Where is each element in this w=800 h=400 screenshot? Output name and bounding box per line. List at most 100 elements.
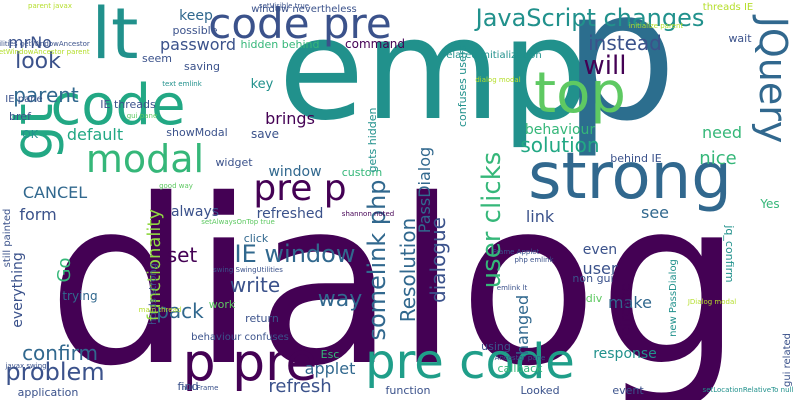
word: showModal [166, 126, 227, 139]
word: bref [9, 110, 32, 123]
word: key [251, 77, 274, 92]
word: return [245, 312, 279, 325]
word: Yes [759, 197, 779, 211]
word: Ancestor pane [495, 354, 546, 362]
word: see [641, 203, 669, 222]
word: trying [62, 289, 97, 303]
word: save [251, 127, 279, 141]
word: dialog modal [475, 76, 520, 84]
word: will [584, 51, 627, 81]
word: look [15, 49, 61, 74]
word: still painted [2, 209, 13, 268]
word: callback [497, 362, 543, 375]
word: related initialization [442, 50, 541, 61]
word: using [481, 340, 511, 353]
word: null Frame [182, 384, 219, 392]
word: keep [179, 8, 213, 24]
word: mrNo [8, 33, 52, 52]
word: click [244, 232, 269, 245]
word: JQuery [751, 15, 795, 144]
word: somelink php [363, 179, 391, 340]
word: hanged [513, 295, 532, 355]
word: form [19, 205, 56, 224]
word: parent [13, 83, 79, 107]
word: everything [10, 252, 26, 328]
word: IE window [235, 240, 356, 268]
word: window [268, 164, 321, 180]
word: div [586, 292, 603, 305]
word: event [612, 384, 644, 397]
word: brings [265, 109, 315, 128]
word: way [318, 287, 363, 312]
word: new PassDialog [668, 259, 679, 337]
word: password [160, 35, 236, 54]
word: default [67, 125, 123, 144]
word: p [563, 0, 677, 161]
word: modal [86, 137, 204, 181]
word: instead [588, 31, 662, 55]
word: Esc [321, 348, 340, 361]
word: response [593, 346, 657, 362]
word: need [702, 123, 742, 142]
word: user clicks [477, 152, 507, 289]
word: Resolution [396, 218, 420, 323]
word: confuses users [456, 45, 469, 127]
word: Frame Applet [493, 248, 540, 256]
word: good way [159, 182, 193, 190]
word: getWindowAncestor parent [0, 48, 90, 56]
word: applet [305, 359, 356, 378]
word: lt [92, 0, 139, 75]
word: pack [156, 299, 204, 323]
word: behaviour confuses [191, 332, 289, 343]
word: OK [22, 128, 39, 141]
word: setVisible true [259, 2, 309, 10]
word: gets hidden [366, 107, 379, 172]
word: PassDialog [415, 147, 434, 233]
word: set [167, 243, 198, 267]
word: JDialog modal [687, 298, 736, 306]
word: CANCEL [23, 183, 87, 202]
word: seem [142, 52, 172, 65]
word: Go [54, 258, 75, 283]
word: holds strong [148, 263, 159, 325]
word: gt [1, 103, 66, 161]
word: refreshe [618, 283, 634, 341]
word: hidden behind [241, 38, 320, 51]
word: gui pane [127, 112, 158, 120]
word: confirm [22, 341, 98, 365]
word: command [345, 37, 405, 51]
word: dialog [47, 150, 742, 400]
word: parent javax [28, 2, 72, 10]
word: emlink lt [497, 284, 528, 292]
word: code [50, 73, 185, 138]
word: SwingUtilities getWindowAncestor [0, 40, 90, 48]
word: jq_confirm [723, 224, 736, 282]
word: setLocationRelativeTo null [703, 386, 794, 394]
word: function [386, 384, 431, 397]
word: widget [215, 156, 253, 169]
word: php emlink [514, 256, 554, 264]
word: work [209, 298, 236, 311]
word: threads IE [703, 2, 753, 13]
word: IE threads [100, 98, 156, 111]
word: always [171, 204, 219, 220]
word: user [583, 259, 618, 278]
word: gui related [782, 333, 793, 387]
word: nice [699, 148, 736, 169]
word: IE pane [5, 94, 42, 105]
word: setAlwaysOnTop true [201, 218, 275, 226]
word: Looked [520, 384, 559, 397]
word: javax swing [4, 362, 46, 370]
word: swing SwingUtilities [213, 266, 283, 274]
word: custom [342, 166, 383, 179]
word: behind IE [610, 152, 661, 165]
word: problem [5, 358, 104, 386]
word: top [534, 61, 626, 126]
word: find [178, 380, 199, 393]
word: initialize parent [629, 22, 684, 30]
word: behaviour [525, 122, 596, 138]
word: non gui [572, 272, 613, 285]
word: pre code [365, 334, 575, 390]
word: even [583, 242, 617, 258]
